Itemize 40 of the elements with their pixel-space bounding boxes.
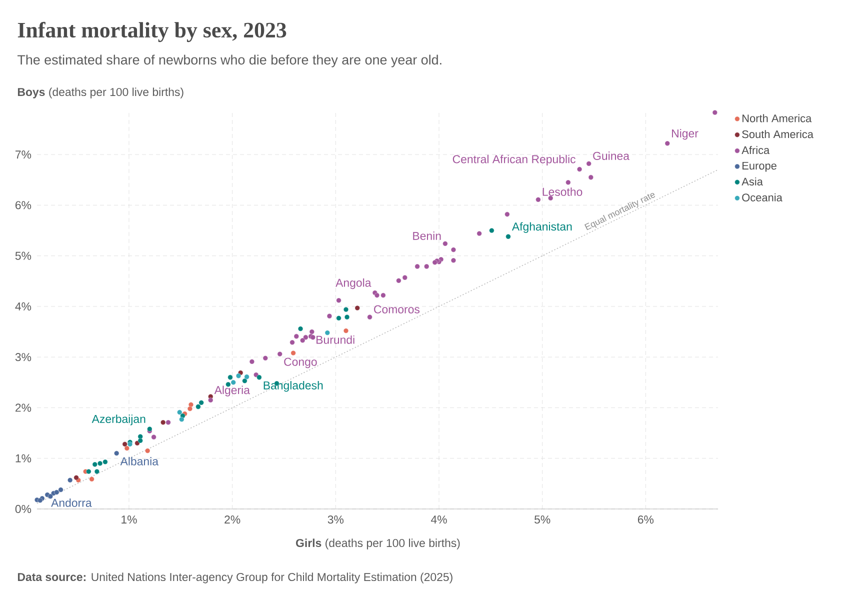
chart-subtitle: The estimated share of newborns who die before they are one year old. bbox=[18, 54, 442, 68]
y-tick-label: 5% bbox=[15, 252, 32, 260]
x-axis-title: Girls (deaths per 100 live births) bbox=[296, 538, 460, 550]
text: Data source: United Nations Inter-agency Group for Child Mortality Estimation (2025) bbox=[18, 572, 452, 584]
y-tick-label: 0% bbox=[15, 504, 32, 514]
legend-label: South America bbox=[742, 130, 814, 138]
legend-label: Europe bbox=[742, 162, 776, 172]
y-tick-label: 7% bbox=[16, 150, 32, 159]
y-tick-label: 3% bbox=[15, 353, 32, 362]
annotation: Benin bbox=[413, 232, 441, 240]
annotation: Angola bbox=[336, 278, 372, 290]
annotation: Algeria bbox=[214, 386, 250, 396]
annotation: Congo bbox=[284, 358, 317, 368]
x-tick-label: 3% bbox=[328, 516, 344, 524]
annotation: Bangladesh bbox=[264, 381, 323, 392]
annotation: Comoros bbox=[374, 305, 420, 314]
legend-label: Africa bbox=[742, 146, 770, 154]
x-tick-label: 4% bbox=[430, 516, 447, 524]
annotation: Central African Republic bbox=[452, 154, 576, 166]
annotation: Albania bbox=[120, 456, 158, 466]
y-axis-title: Boys (deaths per 100 live births) bbox=[18, 88, 184, 98]
y-tick-label: 1% bbox=[16, 454, 32, 462]
y-tick-label: 4% bbox=[15, 302, 32, 310]
annotation: Afghanistan bbox=[512, 222, 572, 233]
x-tick-label: 2% bbox=[224, 516, 240, 524]
annotation: Andorra bbox=[51, 498, 92, 507]
annotation: Guinea bbox=[593, 152, 630, 160]
legend-label: North America bbox=[742, 114, 812, 122]
annotation: Burundi bbox=[316, 335, 354, 344]
x-tick-label: 5% bbox=[534, 516, 550, 524]
legend-label: Oceania bbox=[742, 193, 782, 202]
legend-label: Asia bbox=[742, 177, 763, 186]
x-tick-label: 1% bbox=[122, 516, 137, 524]
annotation: Niger bbox=[672, 129, 698, 140]
y-tick-label: 2% bbox=[16, 404, 32, 412]
chart-title: Infant mortality by sex, 2023 bbox=[18, 22, 286, 42]
y-tick-label: 6% bbox=[16, 201, 32, 210]
x-tick-label: 6% bbox=[638, 516, 654, 524]
annotation: Lesotho bbox=[542, 188, 582, 196]
annotation: Azerbaijan bbox=[92, 414, 146, 426]
